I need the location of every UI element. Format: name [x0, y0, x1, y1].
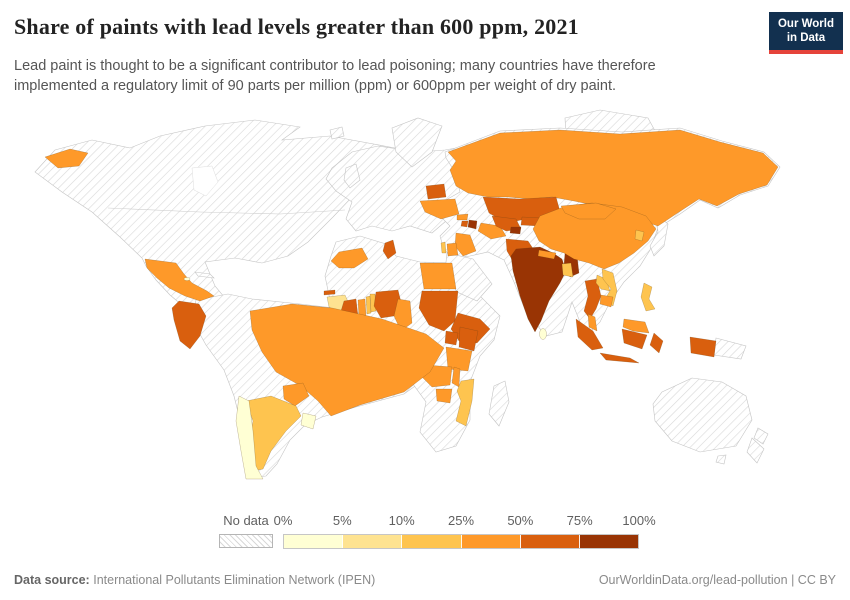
legend-no-data-label: No data — [223, 513, 269, 528]
country-uganda[interactable] — [444, 330, 459, 346]
us-canada-border — [107, 207, 346, 215]
datasource-value[interactable]: International Pollutants Elimination Net… — [93, 573, 376, 587]
country-sudan[interactable] — [418, 290, 459, 332]
country-bangladesh[interactable] — [561, 262, 574, 278]
island-new-zealand-south — [746, 437, 765, 464]
owid-logo-line1: Our World — [777, 18, 834, 30]
island-new-guinea-east — [713, 337, 747, 360]
legend-tick-label: 50% — [507, 513, 534, 528]
country-malaysia-borneo[interactable] — [622, 318, 650, 334]
country-jamaica[interactable] — [183, 277, 191, 281]
legend-bin-swatch[interactable] — [284, 535, 344, 548]
country-morocco[interactable] — [330, 247, 369, 269]
country-indonesia-sumatra[interactable] — [575, 318, 604, 351]
island-great-britain — [343, 163, 361, 189]
legend-tick-label: 5% — [332, 513, 352, 528]
country-indonesia-kalimantan[interactable] — [621, 328, 648, 350]
country-benin[interactable] — [369, 293, 377, 313]
island-new-zealand-north — [753, 427, 769, 445]
country-kenya[interactable] — [458, 326, 479, 352]
island-japan — [649, 213, 669, 257]
continent-australia — [652, 377, 753, 453]
legend-bin-swatch[interactable] — [461, 535, 521, 548]
country-tunisia[interactable] — [382, 239, 397, 260]
country-georgia[interactable] — [456, 213, 469, 221]
country-uruguay[interactable] — [300, 412, 317, 430]
country-ukraine[interactable] — [419, 198, 460, 220]
country-nepal[interactable] — [537, 249, 557, 260]
owid-logo[interactable]: Our World in Data — [768, 12, 843, 54]
country-tanzania[interactable] — [445, 346, 473, 372]
country-jordan[interactable] — [446, 242, 459, 257]
legend-tick-label: 10% — [388, 513, 415, 528]
owid-logo-line2: in Data — [786, 32, 826, 45]
country-mozambique[interactable] — [455, 378, 475, 427]
legend-tick-label: 75% — [566, 513, 593, 528]
country-colombia[interactable] — [171, 300, 207, 350]
country-mongolia[interactable] — [560, 202, 617, 220]
country-brazil[interactable] — [249, 303, 445, 417]
country-south-korea[interactable] — [634, 229, 645, 242]
legend-bin-swatch[interactable] — [402, 535, 462, 548]
country-cambodia[interactable] — [599, 294, 614, 308]
legend-tick-label: 100% — [622, 513, 656, 528]
country-indonesia-java[interactable] — [599, 352, 640, 364]
legend-no-data-swatch[interactable] — [219, 534, 273, 548]
country-china[interactable] — [532, 202, 657, 270]
legend-ticks: 0% 5% 10% 25% 50% 75% 100% — [274, 513, 656, 531]
legend-scale: 0% 5% 10% 25% 50% 75% 100% — [274, 513, 656, 553]
country-russia[interactable] — [447, 129, 779, 227]
country-paraguay[interactable] — [282, 382, 310, 407]
footer-links: OurWorldinData.org/lead-pollution | CC B… — [599, 573, 836, 587]
owid-url-link[interactable]: OurWorldinData.org/lead-pollution — [598, 573, 788, 587]
country-indonesia-sulawesi[interactable] — [649, 332, 664, 354]
country-belarus[interactable] — [425, 183, 447, 200]
country-chile[interactable] — [235, 395, 264, 480]
island-madagascar — [488, 380, 510, 427]
country-armenia[interactable] — [460, 220, 469, 228]
legend-color-bar — [283, 534, 639, 549]
legend-bin-swatch[interactable] — [579, 535, 639, 548]
country-tajikistan[interactable] — [509, 226, 522, 235]
country-azerbaijan[interactable] — [467, 219, 478, 230]
country-egypt[interactable] — [419, 262, 457, 290]
country-mexico[interactable] — [144, 258, 215, 302]
country-zimbabwe[interactable] — [435, 388, 453, 404]
island-tasmania — [715, 454, 727, 465]
country-indonesia-papua[interactable] — [689, 336, 717, 358]
country-russia-chukotka[interactable] — [44, 148, 89, 169]
region-scandinavia — [391, 117, 443, 168]
footer-separator: | — [787, 573, 798, 587]
world-map-container — [0, 103, 850, 505]
continent-north-america — [34, 119, 426, 313]
legend-tick-label: 0% — [273, 513, 293, 528]
country-sri-lanka[interactable] — [539, 328, 547, 340]
country-malaysia-peninsula[interactable] — [587, 313, 598, 332]
country-cameroon[interactable] — [393, 298, 413, 332]
country-philippines[interactable] — [640, 282, 656, 312]
datasource-label: Data source: — [14, 573, 90, 587]
country-israel[interactable] — [440, 241, 447, 254]
page-title: Share of paints with lead levels greater… — [14, 14, 579, 39]
island-iceland — [329, 126, 345, 140]
hudson-bay — [191, 165, 219, 197]
legend-bin-swatch[interactable] — [343, 535, 403, 548]
island-cuba — [194, 271, 215, 279]
world-map — [34, 109, 781, 480]
license-label[interactable]: CC BY — [797, 573, 836, 587]
country-gambia[interactable] — [323, 289, 336, 296]
legend-bin-swatch[interactable] — [520, 535, 580, 548]
country-togo[interactable] — [365, 295, 372, 315]
legend-tick-label: 25% — [447, 513, 475, 528]
footer-datasource: Data source: International Pollutants El… — [14, 573, 375, 587]
chart-subtitle: Lead paint is thought to be a significan… — [14, 58, 656, 94]
